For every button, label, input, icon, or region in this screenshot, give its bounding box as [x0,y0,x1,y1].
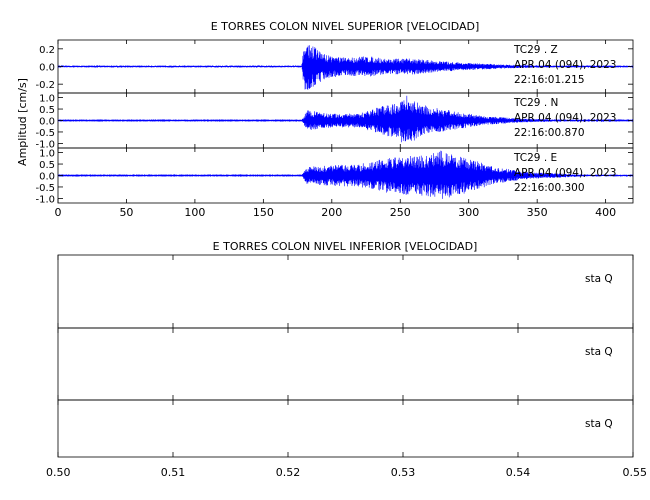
x-tick-label: 0.54 [506,466,531,479]
y-tick-label: 0.0 [39,117,55,128]
panel-frame [57,399,634,458]
x-tick-label: 300 [458,206,479,219]
empty-panel-3: sta Q [57,399,634,458]
x-tick-label: 400 [595,206,616,219]
upper-chart-title: E TORRES COLON NIVEL SUPERIOR [VELOCIDAD… [211,20,480,33]
trace-panel-3: -1.0-0.50.00.51.0 TC29 . E APR 04 (094), 2… [35,147,634,205]
trace-panel-1: -0.2 0.0 0.2 TC29 . Z APR 04 (094), 2023 22:1… [35,39,634,94]
x-tick-label: 350 [527,206,548,219]
station-label: sta Q [585,418,613,430]
lower-seismogram-chart: E TORRES COLON NIVEL INFERIOR [VELOCIDAD… [46,240,647,479]
y-tick-label: 0.0 [39,172,55,183]
y-tick-label: -0.5 [35,183,55,194]
trace-channel-label: TC29 . E [513,152,557,164]
station-label: sta Q [585,273,613,285]
y-tick-label: 1.0 [39,94,55,105]
empty-panel-1: sta Q [57,254,634,329]
x-tick-label: 0.53 [391,466,416,479]
y-tick-label: -0.2 [35,80,55,91]
trace-time-label: 22:16:01.215 [514,74,585,86]
empty-panel-2: sta Q [57,327,634,401]
trace-channel-label: TC29 . Z [513,44,558,56]
panel-frame [57,254,634,329]
x-tick-label: 0 [55,206,62,219]
x-tick-label: 0.51 [161,466,186,479]
x-tick-label: 50 [119,206,133,219]
upper-y-axis-label: Amplitud [cm/s] [16,78,29,166]
station-label: sta Q [585,346,613,358]
trace-panel-2: -1.0-0.50.00.51.0 TC29 . N APR 04 (094), 2… [35,92,634,150]
y-tick-label: 0.5 [39,105,55,116]
y-tick-label: -1.0 [35,194,55,205]
trace-time-label: 22:16:00.870 [514,127,585,139]
waveform-line [57,95,634,143]
trace-time-label: 22:16:00.300 [514,182,585,194]
waveform-line [57,45,634,90]
x-tick-label: 0.55 [623,466,648,479]
x-tick-label: 100 [184,206,205,219]
trace-channel-label: TC29 . N [513,97,558,109]
upper-seismogram-chart: E TORRES COLON NIVEL SUPERIOR [VELOCIDAD… [16,20,634,219]
trace-date-label: APR 04 (094), 2023 [514,59,616,71]
x-tick-label: 0.50 [46,466,71,479]
lower-chart-title: E TORRES COLON NIVEL INFERIOR [VELOCIDAD… [213,240,478,253]
x-tick-label: 150 [253,206,274,219]
waveform-line [57,150,634,199]
panel-frame [57,327,634,401]
y-tick-label: 1.0 [39,149,55,160]
y-tick-label: 0.5 [39,160,55,171]
trace-date-label: APR 04 (094), 2023 [514,112,616,124]
y-tick-label: 0.2 [39,45,55,56]
x-tick-label: 200 [321,206,342,219]
trace-date-label: APR 04 (094), 2023 [514,167,616,179]
y-tick-label: 0.0 [39,63,55,74]
x-tick-label: 250 [390,206,411,219]
y-tick-label: -0.5 [35,128,55,139]
x-tick-label: 0.52 [276,466,301,479]
y-tick-label: -1.0 [35,139,55,150]
